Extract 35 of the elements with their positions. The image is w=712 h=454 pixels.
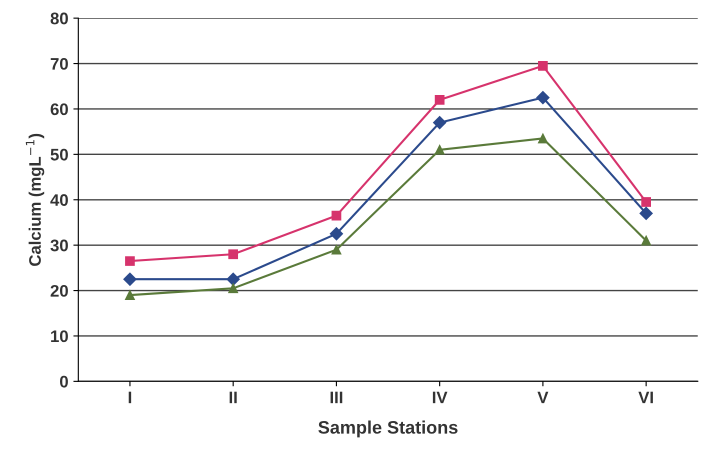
point	[228, 283, 238, 294]
point	[125, 290, 135, 300]
point	[434, 144, 445, 155]
point	[332, 210, 342, 221]
point	[536, 91, 550, 104]
point	[434, 95, 445, 105]
x-tick-label: VI	[638, 392, 653, 404]
y-tick-label: 20	[50, 284, 68, 297]
point	[640, 206, 653, 220]
y-tick-label: 10	[51, 330, 68, 342]
y-tick-label: 0	[60, 376, 68, 388]
x-axis-title: Sample Stations	[318, 420, 458, 438]
point	[332, 244, 342, 255]
point	[641, 236, 651, 246]
y-axis-title: Calcium (mgL$^{−1}$)	[26, 134, 44, 266]
y-tick-label: 40	[50, 194, 68, 206]
point	[123, 272, 137, 286]
x-tick-label: I	[128, 392, 132, 404]
x-tick-label: IV	[432, 392, 448, 404]
point	[228, 249, 238, 260]
y-tick-label: 70	[50, 58, 68, 70]
point	[226, 272, 240, 286]
point	[433, 116, 446, 130]
point	[538, 134, 548, 144]
x-tick-label: III	[330, 392, 342, 404]
y-tick-label: 50	[50, 148, 68, 161]
point	[330, 227, 344, 240]
y-tick-label: 30	[50, 240, 68, 252]
point	[538, 60, 548, 71]
y-tick-label: 80	[50, 12, 68, 24]
point	[641, 197, 651, 207]
y-tick-label: 60	[50, 103, 68, 116]
x-tick-label: V	[537, 392, 548, 404]
x-tick-label: II	[230, 392, 237, 404]
point	[125, 256, 135, 266]
